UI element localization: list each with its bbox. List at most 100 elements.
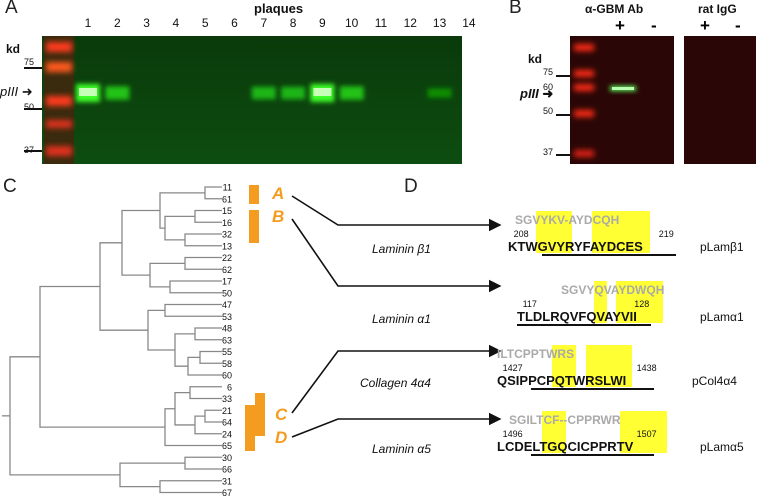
leaf-label: 65: [222, 441, 232, 451]
leaf-label: 16: [222, 218, 232, 228]
sign-b-2: -: [651, 16, 657, 35]
control-label: rat IgG: [698, 2, 737, 16]
arrow-right-icon: ➜: [542, 86, 554, 101]
band-label-text: pIII: [0, 84, 19, 99]
marker-tick-37-a: [24, 150, 42, 152]
lane-number: 12: [403, 16, 417, 30]
highlight-box: [552, 345, 577, 387]
blot-a: [42, 36, 462, 164]
pIII-band: [339, 86, 364, 100]
start-position: 117: [522, 299, 537, 309]
marker-tick-75-b: [556, 75, 570, 77]
protein-name: Laminin β1: [372, 242, 431, 256]
panel-a-kd-label: kd: [6, 42, 21, 56]
peptide-name: pLamβ1: [700, 240, 744, 254]
highlight-box: [585, 345, 633, 387]
leaf-label: 62: [222, 265, 232, 275]
connector-a: [291, 195, 502, 232]
marker-37-b: 37: [542, 147, 553, 157]
peptide-name: pLamα1: [700, 310, 744, 324]
dendrogram-branches: [2, 186, 222, 494]
peptide-underline: [530, 388, 654, 390]
pIII-band-core: [79, 88, 97, 96]
group-bar-c: [255, 393, 265, 436]
group-label-c: C: [275, 405, 288, 424]
pIII-band: [251, 86, 276, 100]
end-position: 128: [634, 299, 650, 309]
leaf-label: 66: [222, 465, 232, 475]
group-bar-a: [249, 185, 259, 204]
lane-number: 4: [172, 16, 180, 30]
lane-number: 13: [432, 16, 447, 30]
connector-d: [291, 412, 502, 438]
leaf-label: 15: [222, 206, 232, 216]
leaf-label: 30: [222, 453, 232, 463]
pIII-band: [427, 88, 452, 98]
leaf-label: 11: [223, 183, 232, 193]
lane-number: 11: [374, 16, 388, 30]
peptide-name: pCol4α4: [692, 374, 737, 388]
panel-d-label: D: [404, 176, 418, 197]
leaf-label: 47: [222, 300, 232, 310]
marker-tick-37-b: [556, 154, 570, 156]
leaf-label: 58: [222, 359, 232, 369]
leaf-label: 24: [222, 429, 232, 439]
highlight-box: [541, 411, 566, 453]
marker-tick-50-b: [556, 114, 570, 116]
marker-tick-50-a: [24, 108, 42, 110]
leaf-label: 63: [222, 335, 232, 345]
marker-tick-75-a: [24, 67, 42, 69]
marker-50-b: 50: [542, 106, 553, 116]
connector-b: [291, 218, 502, 293]
lane-number: 9: [319, 16, 326, 30]
leaf-label: 50: [222, 288, 232, 298]
connector-c: [291, 344, 502, 414]
protein-name: Laminin α1: [372, 312, 431, 326]
leaf-label: 60: [222, 371, 232, 381]
peptide-underline: [541, 254, 676, 256]
group-label-a: A: [272, 184, 285, 203]
start-position: 1496: [502, 429, 523, 439]
peptide-name: pLamα5: [700, 440, 744, 454]
panel-c-label: C: [3, 176, 17, 197]
lane-number: 6: [231, 16, 238, 30]
start-position: 208: [513, 229, 529, 239]
pIII-bands: [76, 84, 452, 102]
lane-number: 7: [260, 16, 268, 30]
lane-number: 5: [201, 16, 209, 30]
phage-sequence: SGVYQVAYDWQH: [561, 283, 665, 297]
pIII-band: [281, 86, 306, 100]
protein-sequence: QSIPPCPQTWRSLWI: [497, 373, 627, 388]
leaf-label: 61: [222, 194, 232, 204]
blot-a-background: [42, 36, 462, 164]
lane-number: 3: [143, 16, 150, 30]
lane-number: 8: [289, 16, 297, 30]
blot-b-control: [684, 36, 756, 164]
highlight-box: [592, 211, 651, 253]
group-label-b: B: [272, 207, 285, 226]
end-position: 1438: [636, 363, 657, 373]
protein-name: Laminin α5: [372, 442, 431, 456]
highlight-box: [616, 281, 663, 323]
panel-a-label: A: [5, 0, 18, 18]
leaf-label: 53: [222, 312, 232, 322]
group-bars: [245, 185, 265, 451]
highlight-box: [620, 411, 667, 453]
leaf-label: 48: [222, 324, 232, 334]
phage-sequence: ILTCPPTWRS: [497, 347, 575, 361]
leaf-label: 13: [222, 241, 232, 251]
sign-b-1: +: [615, 16, 625, 35]
protein-sequence: LCDELTGQCICPPRTV: [497, 439, 634, 454]
pIII-band: [105, 86, 130, 100]
marker-50-a: 50: [23, 102, 34, 112]
phage-sequence: SGVYKV-AYDCQH: [515, 213, 620, 227]
leaf-label: 32: [222, 230, 232, 240]
start-position: 1427: [502, 363, 523, 373]
pIII-band-core: [313, 88, 332, 96]
group-label-d: D: [275, 428, 288, 447]
panel-b-band-label: pIII ➜: [520, 86, 553, 102]
end-position: 1507: [636, 429, 657, 439]
lane-sign: -: [466, 36, 472, 52]
end-position: 219: [658, 229, 674, 239]
